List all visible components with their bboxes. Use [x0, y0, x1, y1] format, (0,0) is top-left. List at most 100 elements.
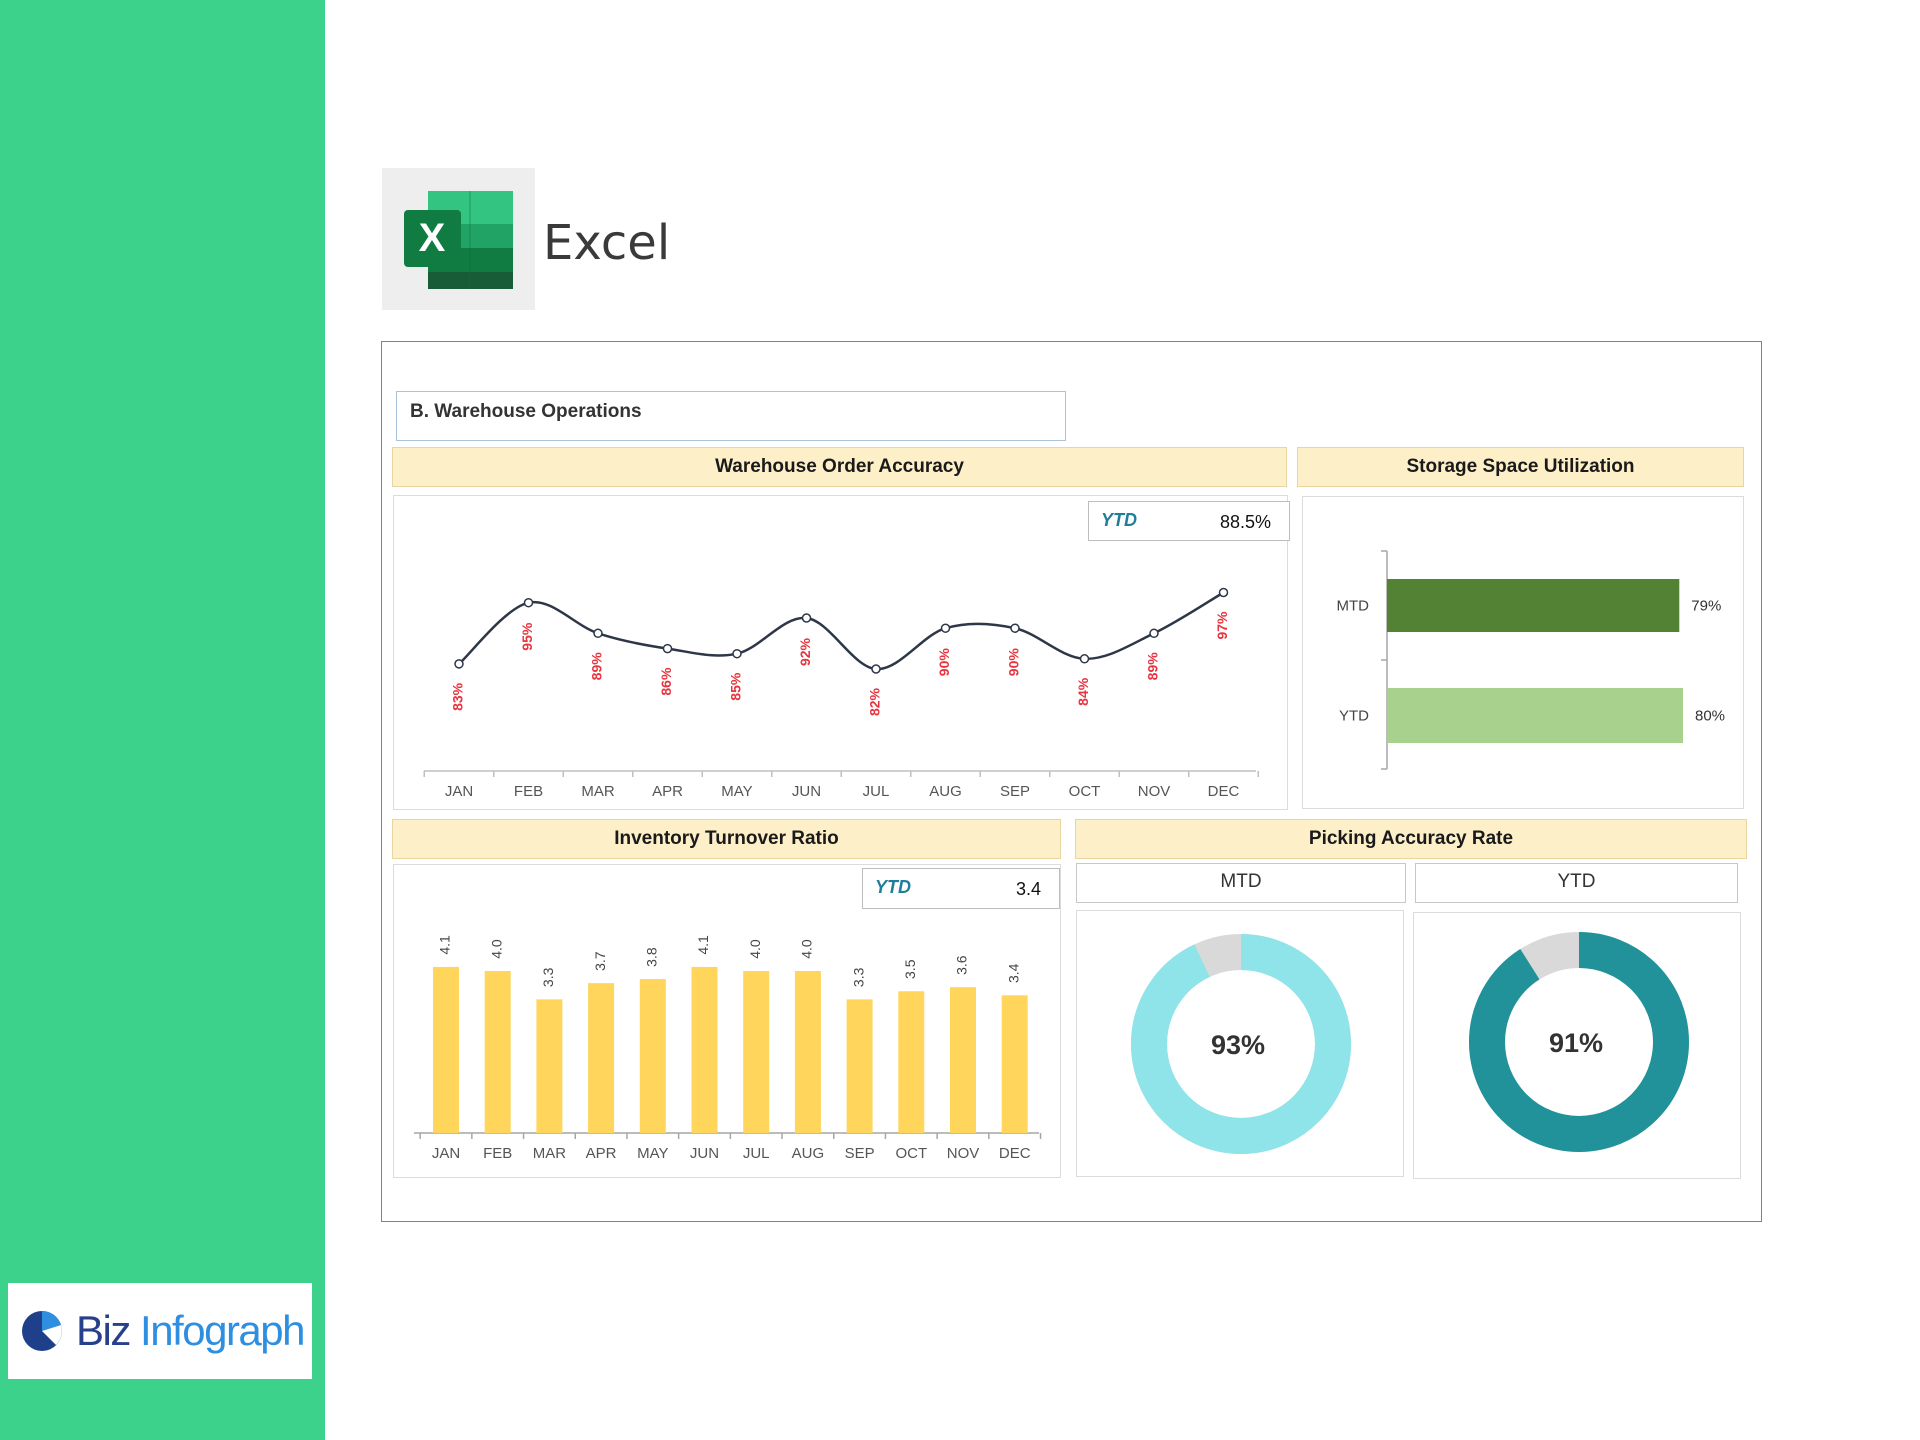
accuracy-series-line: [458, 591, 1225, 671]
order-accuracy-chart: 83% JAN 95% FEB 89% MAR 86% APR 85% MAY 92% JUN 82% J…: [423, 587, 1259, 800]
turnover-bar: [433, 966, 459, 1133]
x-tick-label: APR: [586, 1145, 617, 1162]
picking-mtd-donut: 93%: [1131, 934, 1351, 1154]
x-tick-label: OCT: [895, 1145, 927, 1162]
turnover-data-label: 4.0: [747, 939, 763, 959]
donut-value-slice: [1469, 932, 1689, 1152]
accuracy-data-label: 85%: [728, 672, 744, 701]
x-tick-label: NOV: [1138, 783, 1171, 800]
section-title: B. Warehouse Operations: [396, 391, 1066, 441]
picking-accuracy-header: Picking Accuracy Rate: [1075, 819, 1747, 859]
accuracy-point: [662, 643, 673, 654]
turnover-bar: [588, 983, 615, 1133]
turnover-bar: [536, 999, 563, 1133]
turnover-data-label: 4.0: [488, 939, 504, 959]
x-tick-label: MAY: [637, 1145, 668, 1162]
picking-mtd-panel: 93%: [1076, 910, 1404, 1177]
turnover-bar: [794, 971, 821, 1133]
accuracy-data-label: 97%: [1214, 611, 1230, 640]
accuracy-data-label: 86%: [658, 667, 674, 696]
x-tick-label: FEB: [514, 783, 543, 800]
accuracy-point: [732, 648, 742, 659]
turnover-data-label: 3.8: [644, 947, 660, 967]
accuracy-point: [871, 664, 881, 674]
accuracy-data-label: 84%: [1075, 677, 1091, 706]
sidebar: Biz Infograph: [0, 0, 325, 1440]
x-tick-label: APR: [652, 783, 683, 800]
turnover-bar: [898, 991, 925, 1133]
inventory-turnover-ytd-box: YTD 3.4: [862, 868, 1060, 909]
x-tick-label: JAN: [445, 783, 473, 800]
turnover-data-label: 4.0: [799, 939, 815, 959]
turnover-bar: [950, 987, 976, 1133]
turnover-data-label: 3.5: [902, 959, 918, 979]
turnover-bar: [639, 979, 666, 1133]
x-tick-label: JUN: [792, 783, 821, 800]
x-tick-label: AUG: [929, 783, 962, 800]
x-tick-label: MAR: [581, 783, 615, 800]
x-tick-label: JUL: [863, 783, 890, 800]
turnover-data-label: 3.7: [592, 951, 608, 971]
ytd-label: YTD: [875, 877, 911, 897]
accuracy-point: [801, 613, 812, 623]
donut-value-slice: [1131, 934, 1351, 1154]
accuracy-data-label: 90%: [1006, 648, 1022, 677]
accuracy-point: [1079, 654, 1090, 664]
turnover-data-label: 4.1: [695, 935, 711, 955]
accuracy-data-label: 92%: [797, 637, 813, 666]
storage-data-label: 79%: [1691, 598, 1721, 615]
brand-name-part2: Infograph: [140, 1307, 305, 1354]
accuracy-point: [523, 597, 534, 608]
accuracy-data-label: 83%: [450, 682, 466, 711]
x-tick-label: MAY: [721, 783, 752, 800]
turnover-data-label: 4.1: [437, 935, 453, 955]
storage-category-label: MTD: [1337, 598, 1370, 615]
excel-icon: X: [404, 191, 513, 289]
accuracy-data-label: 89%: [589, 652, 605, 681]
donut-center-label: 91%: [1549, 1028, 1603, 1058]
x-tick-label: DEC: [999, 1145, 1031, 1162]
turnover-data-label: 3.6: [954, 955, 970, 975]
turnover-bar: [743, 971, 770, 1133]
turnover-bar: [846, 999, 873, 1133]
storage-bar: [1387, 579, 1680, 632]
order-accuracy-header: Warehouse Order Accuracy: [392, 447, 1287, 487]
brand-logo: Biz Infograph: [8, 1283, 312, 1379]
brand-name: Biz Infograph: [76, 1307, 306, 1355]
x-tick-label: JUL: [743, 1145, 770, 1162]
x-tick-label: FEB: [483, 1145, 512, 1162]
donut-center-label: 93%: [1211, 1030, 1265, 1060]
picking-ytd-panel: 91%: [1413, 912, 1741, 1179]
excel-app-tile: X: [382, 168, 535, 310]
order-accuracy-panel: 83% JAN 95% FEB 89% MAR 86% APR 85% MAY 92% JUN 82% J…: [393, 495, 1290, 810]
accuracy-point: [1010, 623, 1020, 633]
pie-logo-icon: [22, 1311, 62, 1351]
ytd-value: 88.5%: [1219, 512, 1271, 532]
order-accuracy-ytd-box: YTD 88.5%: [1088, 501, 1290, 541]
accuracy-point: [940, 623, 951, 633]
turnover-data-label: 3.3: [850, 967, 866, 987]
accuracy-point: [1149, 628, 1159, 639]
x-tick-label: JAN: [432, 1145, 460, 1162]
accuracy-point: [1218, 587, 1229, 598]
inventory-turnover-header: Inventory Turnover Ratio: [392, 819, 1061, 859]
brand-name-part1: Biz: [76, 1307, 131, 1354]
turnover-bar: [484, 971, 511, 1133]
inventory-turnover-panel: 4.1 JAN 4.0 FEB 3.3 MAR 3.7 APR 3.8 MAY 4.1 JUN 4.0 J…: [393, 864, 1061, 1178]
x-tick-label: NOV: [947, 1145, 980, 1162]
accuracy-data-label: 90%: [936, 648, 952, 677]
x-tick-label: AUG: [792, 1145, 825, 1162]
storage-bar: [1387, 688, 1683, 743]
accuracy-point: [593, 628, 603, 639]
inventory-turnover-chart: 4.1 JAN 4.0 FEB 3.3 MAR 3.7 APR 3.8 MAY 4.1 JUN 4.0 J…: [414, 935, 1042, 1162]
picking-ytd-donut: 91%: [1469, 932, 1689, 1152]
turnover-bar: [691, 966, 718, 1133]
picking-mtd-header: MTD: [1076, 863, 1406, 903]
turnover-data-label: 3.4: [1005, 963, 1021, 983]
svg-text:X: X: [419, 216, 446, 260]
x-tick-label: SEP: [1000, 783, 1030, 800]
accuracy-point: [454, 659, 464, 669]
dashboard-panel: B. Warehouse Operations Warehouse Order …: [381, 341, 1762, 1222]
x-tick-label: OCT: [1069, 783, 1101, 800]
storage-category-label: YTD: [1339, 708, 1369, 725]
